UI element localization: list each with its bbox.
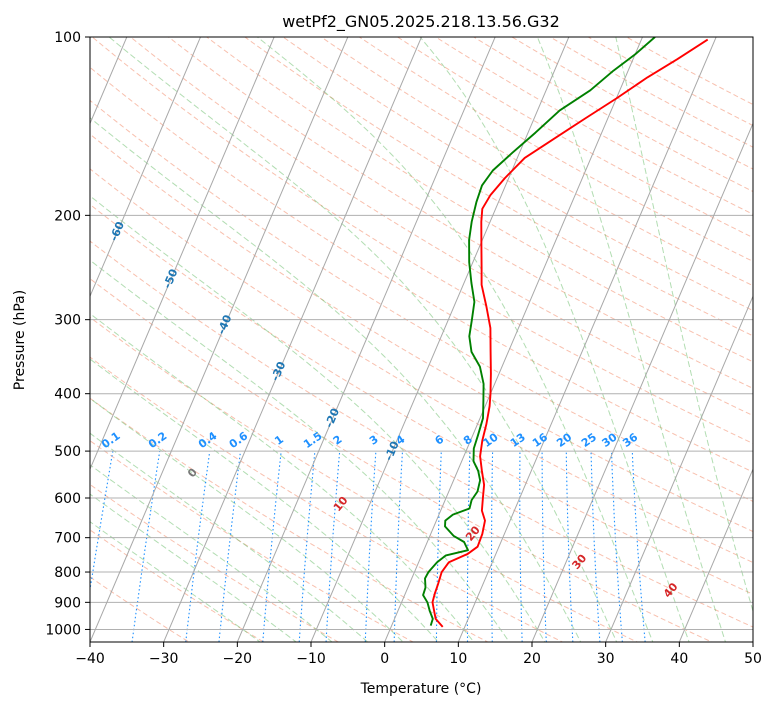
dry-adiabat-line xyxy=(205,37,753,363)
dry-adiabat-line xyxy=(90,99,753,502)
isotherm-gridline xyxy=(236,37,496,642)
mixing-ratio-line xyxy=(565,451,574,642)
moist-adiabat-line xyxy=(257,37,654,642)
plot-frame xyxy=(89,36,754,643)
profile-line xyxy=(431,38,709,628)
dry-adiabat-line xyxy=(511,37,753,170)
dry-adiabat-line xyxy=(472,37,753,193)
dry-adiabat-line xyxy=(90,240,753,628)
plot-area: -100-90-80-70-60-50-40-30-20-100.10.20.4… xyxy=(90,37,753,642)
isotherm-gridline xyxy=(605,295,753,642)
isotherm-gridline xyxy=(531,122,753,642)
dry-adiabat-line xyxy=(129,37,753,417)
x-tick-label: 30 xyxy=(597,651,615,667)
isotherm-gridline xyxy=(384,37,644,642)
isotherm-gridline xyxy=(90,37,128,125)
y-tick-label: 700 xyxy=(54,531,81,547)
isotherm-gridline xyxy=(90,37,202,298)
y-tick-label: 400 xyxy=(54,387,81,403)
x-tick-label: −30 xyxy=(149,651,179,667)
mixing-ratio-line xyxy=(364,451,377,642)
mixing-ratio-line xyxy=(393,451,404,642)
x-tick-label: 10 xyxy=(449,651,467,667)
dry-adiabat-line xyxy=(90,316,639,642)
isotherm-gridlines xyxy=(90,37,753,642)
mixing-ratio-line xyxy=(519,451,523,642)
moist-adiabat-line xyxy=(90,521,261,642)
mixing-ratio-lines xyxy=(90,451,646,642)
pressure-gridlines xyxy=(90,37,753,630)
moist-adiabat-line xyxy=(90,117,582,642)
x-tick-label: −10 xyxy=(296,651,326,667)
x-tick-label: −20 xyxy=(223,651,253,667)
moist-adiabat-line xyxy=(90,358,440,642)
dry-adiabat-line xyxy=(358,37,753,262)
x-tick-label: 20 xyxy=(523,651,541,667)
isotherm-gridline xyxy=(678,467,753,642)
x-axis-ticks: −40 −30 −20 −10 0 10 20 30 40 50 xyxy=(75,642,762,667)
mixing-ratio-line xyxy=(466,451,471,642)
isotherm-gridline xyxy=(163,37,423,642)
x-axis-label: Temperature (°C) xyxy=(360,681,482,697)
dry-adiabat-line xyxy=(167,37,753,389)
dry-adiabat-line xyxy=(91,37,753,445)
dry-adiabat-line xyxy=(587,37,753,127)
y-tick-label: 200 xyxy=(54,208,81,224)
isotherm-gridline xyxy=(90,37,275,471)
x-tick-label: −40 xyxy=(75,651,105,667)
mixing-ratio-line xyxy=(541,451,547,642)
mixing-ratio-line xyxy=(590,451,601,642)
y-tick-label: 800 xyxy=(54,565,81,581)
y-tick-label: 300 xyxy=(54,313,81,329)
x-tick-label: 40 xyxy=(670,651,688,667)
y-tick-label: 1000 xyxy=(45,622,81,638)
dry-adiabat-line xyxy=(396,37,753,239)
y-tick-label: 600 xyxy=(54,491,81,507)
dry-adiabat-line xyxy=(434,37,753,215)
dry-adiabat-line xyxy=(90,278,713,642)
dry-adiabat-line xyxy=(90,483,340,642)
isotherm-gridline xyxy=(90,37,349,642)
profile-series xyxy=(422,37,709,628)
mixing-ratio-line xyxy=(490,451,494,642)
y-tick-label: 500 xyxy=(54,444,81,460)
dry-adiabat-line xyxy=(90,168,753,564)
y-axis-label: Pressure (hPa) xyxy=(12,290,28,390)
y-tick-label: 900 xyxy=(54,595,81,611)
mixing-ratio-line xyxy=(435,451,442,642)
chart-title: wetPf2_GN05.2025.218.13.56.G32 xyxy=(282,12,560,32)
x-tick-label: 0 xyxy=(380,651,389,667)
mixing-ratio-line xyxy=(610,451,623,642)
x-tick-label: 50 xyxy=(744,651,762,667)
isotherm-gridline xyxy=(310,37,570,642)
profile-line xyxy=(422,37,656,626)
dry-adiabat-line xyxy=(90,529,265,642)
y-axis-ticks: 100 200 300 400 500 600 700 800 900 1000 xyxy=(45,30,90,638)
dry-adiabat-line xyxy=(549,37,753,148)
mixing-ratio-line xyxy=(325,451,341,642)
isotherm-gridline xyxy=(457,37,717,642)
y-tick-label: 100 xyxy=(54,30,81,46)
